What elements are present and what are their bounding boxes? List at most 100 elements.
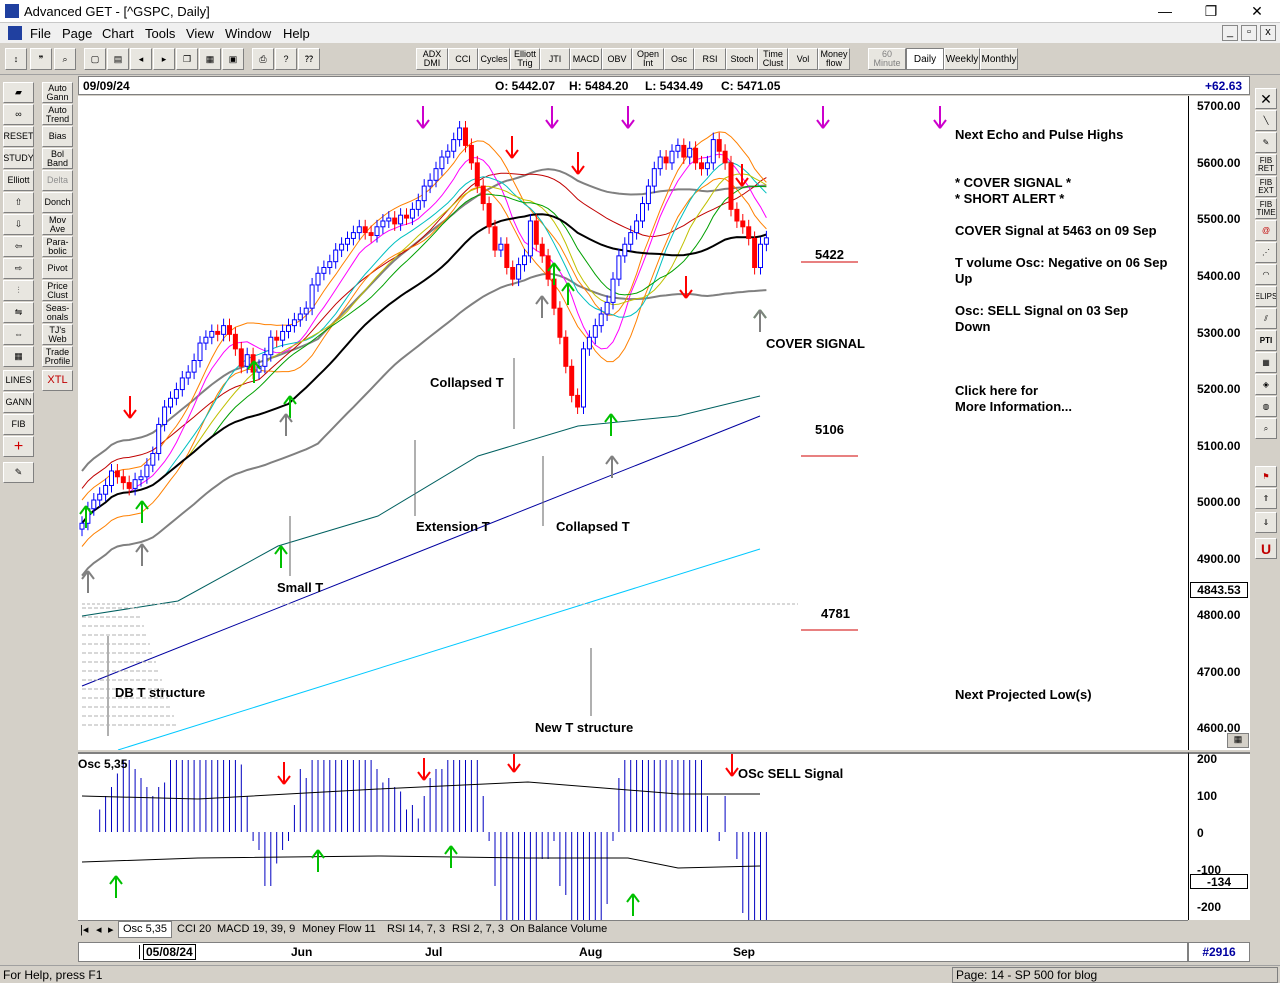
period-daily[interactable]: Daily	[906, 48, 944, 70]
new-page-icon[interactable]: ▢	[84, 48, 106, 70]
menu-page[interactable]: Page	[62, 26, 93, 41]
channel-icon[interactable]: ⫽	[1255, 308, 1277, 329]
minimize-button[interactable]: —	[1158, 3, 1172, 19]
arc-icon[interactable]: ◠	[1255, 264, 1277, 285]
close-button[interactable]: ✕	[1251, 3, 1263, 19]
fan-icon[interactable]: ⋰	[1255, 242, 1277, 263]
zoom-tool-icon[interactable]: ⌕	[1255, 418, 1277, 439]
print-icon[interactable]: ⎙	[252, 48, 274, 70]
auto-trend-button[interactable]: Auto Trend	[42, 104, 73, 125]
period-monthly[interactable]: Monthly	[980, 48, 1018, 70]
bars-icon[interactable]: ⫶	[3, 280, 34, 301]
glasses-icon[interactable]: ∞	[3, 104, 34, 125]
tab-money-flow[interactable]: Money Flow 11	[302, 923, 376, 935]
table-icon[interactable]: ▦	[3, 346, 34, 367]
arrow-left-icon[interactable]: ⇦	[3, 236, 34, 257]
tab-first-icon[interactable]: |◂	[80, 924, 89, 936]
crosshair-icon[interactable]: +	[3, 436, 34, 457]
period-weekly[interactable]: Weekly	[944, 48, 980, 70]
study-reset-icon[interactable]: RESET	[3, 126, 34, 147]
menu-chart[interactable]: Chart	[102, 26, 134, 41]
pencil-icon[interactable]: ✎	[1255, 132, 1277, 153]
pivot-button[interactable]: Pivot	[42, 258, 73, 279]
seasonals-button[interactable]: Seas-onals	[42, 302, 73, 323]
delta-button[interactable]: Delta	[42, 170, 73, 191]
forward-icon[interactable]: ▸	[153, 48, 175, 70]
oscillator-panel[interactable]: Osc 5,35 OSc SELL Signal	[78, 752, 1188, 920]
study-cci[interactable]: CCI	[448, 48, 478, 70]
menu-window[interactable]: Window	[225, 26, 272, 41]
tab-prev-icon[interactable]: ◂	[96, 924, 102, 936]
spiral-icon[interactable]: @	[1255, 220, 1277, 241]
line-icon[interactable]: ╲	[1255, 110, 1277, 131]
study-macd[interactable]: MACD	[570, 48, 602, 70]
arrow-right-icon[interactable]: ⇨	[3, 258, 34, 279]
tab-macd[interactable]: MACD 19, 39, 9	[217, 923, 296, 935]
study-money-flow[interactable]: Money flow	[818, 48, 850, 70]
zoom-icon[interactable]: ⌕	[54, 48, 76, 70]
inner-minimize-button[interactable]: _	[1222, 25, 1238, 41]
study-adx-dmi[interactable]: ADX DMI	[416, 48, 448, 70]
study-osc[interactable]: Osc	[664, 48, 694, 70]
price-clust-button[interactable]: Price Clust	[42, 280, 73, 301]
arrow-down-icon[interactable]: ⇩	[3, 214, 34, 235]
tab-osc[interactable]: Osc 5,35	[118, 921, 173, 938]
open-icon[interactable]: ▤	[107, 48, 129, 70]
fib-icon[interactable]: FIB	[3, 414, 34, 435]
edit-icon[interactable]: ✎	[3, 462, 34, 483]
tjs-web-button[interactable]: TJ's Web	[42, 324, 73, 345]
tab-next-icon[interactable]: ▸	[108, 924, 114, 936]
copy-icon[interactable]: ❐	[176, 48, 198, 70]
inner-restore-button[interactable]: ▫	[1241, 25, 1257, 41]
study-jti[interactable]: JTI	[540, 48, 570, 70]
more-info-link-2[interactable]: More Information...	[955, 399, 1072, 414]
study-stoch[interactable]: Stoch	[726, 48, 758, 70]
menu-tools[interactable]: Tools	[145, 26, 176, 41]
study-open-int[interactable]: Open Int	[632, 48, 664, 70]
xtl-button[interactable]: XTL	[42, 370, 73, 391]
mov-ave-button[interactable]: Mov Ave	[42, 214, 73, 235]
period-60-minute[interactable]: 60 Minute	[868, 48, 906, 70]
down-arrow-tool-icon[interactable]: ⇓	[1255, 512, 1277, 533]
trade-profile-button[interactable]: Trade Profile	[42, 346, 73, 367]
date-axis[interactable]: 05/08/24 Jun Jul Aug Sep	[78, 942, 1188, 962]
fib-time-button[interactable]: FIB TIME	[1255, 198, 1277, 219]
price-chart[interactable]: Next Echo and Pulse Highs * COVER SIGNAL…	[78, 96, 1188, 750]
fib-ret-button[interactable]: FIB RET	[1255, 154, 1277, 175]
grid-icon[interactable]: ▦	[199, 48, 221, 70]
parabolic-button[interactable]: Para-bolic	[42, 236, 73, 257]
context-help-icon[interactable]: ⁇	[298, 48, 320, 70]
study-elliott-trig[interactable]: Elliott Trig	[510, 48, 540, 70]
auto-gann-button[interactable]: Auto Gann	[42, 82, 73, 103]
magnet-icon[interactable]: U	[1255, 538, 1277, 559]
pti-button[interactable]: PTI	[1255, 330, 1277, 351]
gann-icon[interactable]: GANN	[3, 392, 34, 413]
inner-close-button[interactable]: x	[1260, 25, 1276, 41]
expand-icon[interactable]: ⇔	[3, 324, 34, 345]
elips-button[interactable]: ELIPS	[1255, 286, 1277, 307]
bias-button[interactable]: Bias	[42, 126, 73, 147]
more-info-link-1[interactable]: Click here for	[955, 383, 1039, 398]
grid-toggle-icon[interactable]: ▦	[1227, 733, 1249, 748]
donch-button[interactable]: Donch	[42, 192, 73, 213]
fib-ext-button[interactable]: FIB EXT	[1255, 176, 1277, 197]
flag-icon[interactable]: ⚑	[1255, 466, 1277, 487]
tab-cci[interactable]: CCI 20	[177, 923, 212, 935]
study-time-clust[interactable]: Time Clust	[758, 48, 788, 70]
menu-help[interactable]: Help	[283, 26, 310, 41]
tab-obv[interactable]: On Balance Volume	[510, 923, 608, 935]
mob-icon[interactable]: ◈	[1255, 374, 1277, 395]
menu-file[interactable]: File	[30, 26, 51, 41]
restore-button[interactable]: ❐	[1204, 3, 1218, 19]
close-x-icon[interactable]: ✕	[1255, 88, 1277, 109]
tab-rsi-14[interactable]: RSI 14, 7, 3	[387, 923, 446, 935]
study-cycles[interactable]: Cycles	[478, 48, 510, 70]
window-icon[interactable]: ▣	[222, 48, 244, 70]
arrow-up-icon[interactable]: ⇧	[3, 192, 34, 213]
compress-icon[interactable]: ⇋	[3, 302, 34, 323]
study-rsi[interactable]: RSI	[694, 48, 726, 70]
quote-icon[interactable]: ❞	[30, 48, 52, 70]
help-icon[interactable]: ?	[275, 48, 297, 70]
folder-icon[interactable]: ▰	[3, 82, 34, 103]
bol-band-button[interactable]: Bol Band	[42, 148, 73, 169]
